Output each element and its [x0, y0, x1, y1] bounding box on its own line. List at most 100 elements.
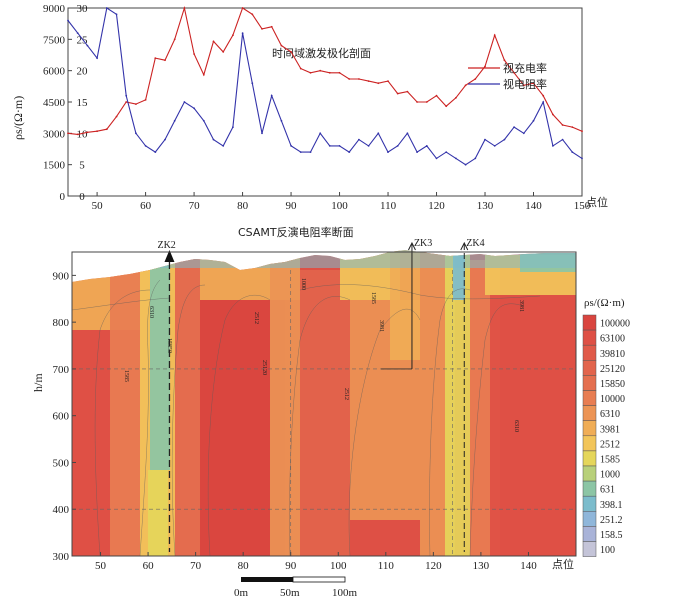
legend-swatch [582, 495, 597, 512]
field-band [148, 470, 168, 556]
ip-x-tick-label: 150 [574, 200, 591, 212]
point-chargeability [232, 34, 234, 37]
legend-level-label: 15850 [600, 379, 625, 390]
csamt-y-tick-label: 700 [53, 364, 70, 376]
point-resistivity [261, 132, 263, 135]
point-resistivity [135, 132, 137, 135]
point-chargeability [154, 57, 157, 59]
ip-x-tick-label: 60 [140, 200, 152, 212]
csamt-x-tick-label: 90 [285, 560, 297, 572]
ip-plot-frame [67, 7, 583, 197]
point-chargeability [144, 99, 147, 101]
csamt-x-tick-label: 60 [143, 560, 155, 572]
scale-bar-black [241, 577, 293, 582]
point-chargeability [115, 115, 118, 118]
legend-swatch [582, 360, 597, 376]
borehole-arrow-icon [460, 241, 469, 251]
csamt-x-tick-label: 130 [473, 560, 490, 572]
point-chargeability [241, 7, 244, 9]
point-resistivity [280, 119, 283, 122]
borehole-label: ZK4 [466, 238, 484, 249]
point-chargeability [135, 103, 137, 105]
legend-level-label: 3981 [600, 424, 620, 435]
contour-label: 6310 [513, 420, 519, 432]
point-chargeability [193, 53, 196, 55]
point-chargeability [299, 67, 302, 70]
point-chargeability [319, 69, 322, 72]
point-chargeability [76, 133, 79, 136]
point-resistivity [571, 151, 574, 154]
contour-label: 2512 [253, 312, 259, 324]
legend-level-label: 10000 [600, 394, 625, 405]
legend-swatch [582, 329, 597, 346]
point-resistivity [348, 151, 351, 154]
point-chargeability [358, 78, 360, 80]
point-chargeability [532, 82, 535, 85]
borehole-arrow-icon [408, 241, 416, 251]
point-resistivity [193, 107, 196, 110]
contour-label: 2512 [343, 388, 349, 400]
legend-level-label: 100 [600, 545, 615, 556]
ip-x-tick-label: 50 [92, 200, 104, 212]
contour-line [207, 294, 271, 556]
legend-swatch [582, 511, 597, 527]
ip-x-tick-label: 130 [477, 200, 494, 212]
ip-y-tick-label-right: 10 [77, 128, 89, 140]
point-chargeability [522, 84, 525, 87]
point-chargeability [406, 90, 409, 93]
point-chargeability [270, 25, 273, 28]
contour-line [299, 284, 541, 300]
point-chargeability [484, 65, 486, 68]
ip-y-tick-label-left: 0 [60, 191, 66, 203]
point-resistivity [125, 94, 128, 97]
ip-legend: 视充电率 视电阻率 [468, 61, 547, 91]
point-chargeability [493, 34, 496, 37]
csamt-x-ticks: 50 60 70 80 90 100 110 120 130 140 [95, 552, 537, 572]
point-chargeability [513, 71, 515, 74]
csamt-y-tick-label: 900 [53, 270, 70, 282]
point-chargeability [552, 113, 554, 116]
csamt-x-tick-label: 70 [190, 560, 202, 572]
legend-level-label: 398.1 [600, 500, 623, 511]
legend-level-label: 100000 [600, 319, 630, 330]
borehole-zk4: ZK4 [460, 238, 485, 552]
contour-line [289, 296, 351, 556]
scale-bar: 0m 50m 100m [234, 576, 358, 599]
point-resistivity [299, 151, 302, 154]
legend-title: ρs/(Ω·m) [584, 297, 625, 309]
contour-line [469, 303, 521, 556]
field-surface-band [72, 250, 576, 268]
point-chargeability [561, 124, 564, 126]
legend-swatch [582, 435, 597, 452]
point-chargeability [212, 40, 215, 43]
csamt-x-label: 点位 [552, 557, 574, 571]
ip-x-tick-label: 70 [189, 200, 201, 212]
point-chargeability [290, 51, 292, 53]
point-resistivity [202, 119, 205, 122]
csamt-x-tick-label: 50 [95, 560, 107, 572]
series-line-resistivity [67, 7, 583, 166]
scale-bar-white [292, 576, 346, 583]
point-chargeability [280, 44, 283, 47]
resistivity-contours: 1000158525123981631015850251201585251239… [72, 278, 541, 556]
point-chargeability [445, 105, 448, 108]
csamt-y-tick-label: 300 [53, 551, 70, 563]
point-chargeability [183, 7, 186, 9]
point-chargeability [474, 78, 477, 80]
point-chargeability [251, 13, 254, 16]
point-chargeability [387, 80, 389, 82]
resistivity-color-legend: ρs/(Ω·m) 100000 63100 39810 25120 15850 10000… [582, 297, 630, 557]
point-resistivity [503, 138, 506, 141]
point-chargeability [105, 128, 108, 131]
ip-y-tick-label-left: 4500 [43, 97, 66, 109]
point-resistivity [309, 151, 312, 154]
scale-label-50: 50m [280, 587, 300, 599]
csamt-y-ticks: 300 400 500 600 700 800 900 [53, 270, 76, 563]
point-resistivity [484, 138, 486, 141]
contour-line [139, 279, 161, 556]
point-resistivity [561, 138, 564, 141]
legend-swatch [582, 314, 597, 331]
series-line-chargeability [67, 5, 583, 135]
point-resistivity [474, 157, 477, 160]
field-band [300, 270, 350, 556]
